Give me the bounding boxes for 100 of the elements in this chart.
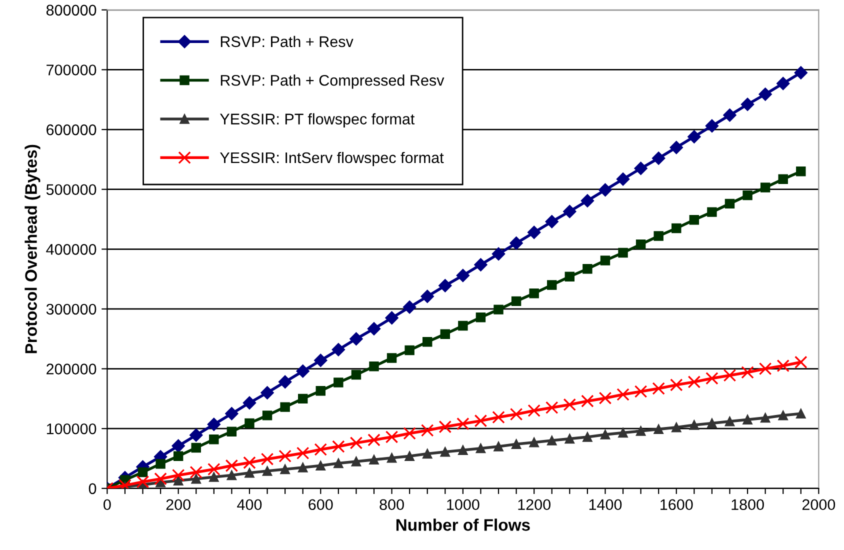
point xyxy=(385,430,398,444)
y-tick-label: 300000 xyxy=(46,304,96,315)
legend-label: YESSIR: IntServ flowspec format xyxy=(220,152,444,166)
point xyxy=(458,320,468,331)
point xyxy=(316,460,326,471)
point xyxy=(616,172,630,186)
point xyxy=(511,296,522,306)
point xyxy=(298,462,308,472)
point xyxy=(440,329,450,339)
point xyxy=(742,414,752,424)
point xyxy=(672,223,682,234)
point xyxy=(226,470,237,480)
point xyxy=(208,462,220,476)
point xyxy=(280,402,290,412)
point xyxy=(191,442,201,453)
point xyxy=(527,226,541,239)
point xyxy=(138,467,148,478)
point xyxy=(404,451,414,461)
point xyxy=(672,422,682,432)
x-tick-label: 1400 xyxy=(589,499,622,510)
point xyxy=(173,451,184,461)
point xyxy=(350,332,363,346)
point xyxy=(242,396,256,410)
y-tick-label: 0 xyxy=(88,483,96,494)
x-tick-label: 1800 xyxy=(732,499,764,510)
point xyxy=(225,407,238,420)
point xyxy=(598,183,612,197)
point xyxy=(564,434,575,444)
point xyxy=(369,362,379,372)
point xyxy=(688,376,701,388)
point xyxy=(385,311,398,325)
y-tick-label: 200000 xyxy=(46,364,96,374)
point xyxy=(492,247,506,261)
point xyxy=(225,459,238,472)
point xyxy=(402,300,416,314)
point xyxy=(618,248,628,258)
point xyxy=(652,382,665,395)
point xyxy=(760,412,770,423)
point xyxy=(226,426,237,436)
x-tick-label: 1000 xyxy=(447,499,480,510)
point xyxy=(420,424,434,437)
point xyxy=(529,437,539,448)
point xyxy=(707,418,717,428)
point xyxy=(368,434,380,446)
point xyxy=(545,215,558,228)
point xyxy=(564,272,575,282)
point xyxy=(172,468,185,482)
point xyxy=(316,386,326,396)
point xyxy=(582,264,592,274)
y-tick-label: 500000 xyxy=(46,184,96,196)
point xyxy=(386,353,397,363)
x-tick-label: 1200 xyxy=(518,499,550,510)
point xyxy=(723,368,736,382)
point xyxy=(689,420,700,430)
point xyxy=(529,288,539,298)
point xyxy=(334,458,344,468)
point xyxy=(403,426,416,440)
point xyxy=(600,430,610,440)
point xyxy=(262,410,272,420)
point xyxy=(332,440,345,453)
point xyxy=(296,364,310,378)
point xyxy=(207,418,220,431)
point xyxy=(670,378,683,392)
point xyxy=(776,359,790,372)
point xyxy=(741,366,754,379)
point xyxy=(367,322,381,336)
point xyxy=(296,446,310,460)
x-tick-label: 0 xyxy=(104,499,111,510)
point xyxy=(636,240,646,250)
point xyxy=(547,436,557,446)
point xyxy=(723,108,736,122)
point xyxy=(369,454,379,465)
point xyxy=(351,370,362,380)
x-tick-label: 200 xyxy=(166,499,190,510)
point xyxy=(332,343,346,356)
x-tick-label: 2000 xyxy=(802,499,836,510)
point xyxy=(173,476,184,486)
point xyxy=(422,448,432,459)
point xyxy=(351,456,362,466)
point xyxy=(724,198,735,209)
point xyxy=(794,66,808,80)
point xyxy=(243,456,256,470)
point xyxy=(740,98,754,111)
point xyxy=(510,408,523,421)
point xyxy=(778,410,788,420)
point xyxy=(600,256,610,266)
point xyxy=(580,194,594,208)
point xyxy=(474,258,488,272)
point xyxy=(706,372,718,385)
x-tick-label: 400 xyxy=(237,499,262,510)
point xyxy=(244,468,254,478)
point xyxy=(776,76,790,90)
point xyxy=(438,279,452,292)
point xyxy=(705,119,719,133)
point xyxy=(191,474,201,484)
point xyxy=(796,166,806,176)
point xyxy=(260,452,274,466)
point xyxy=(422,337,432,347)
point xyxy=(760,182,770,192)
y-tick-label: 100000 xyxy=(46,423,96,434)
